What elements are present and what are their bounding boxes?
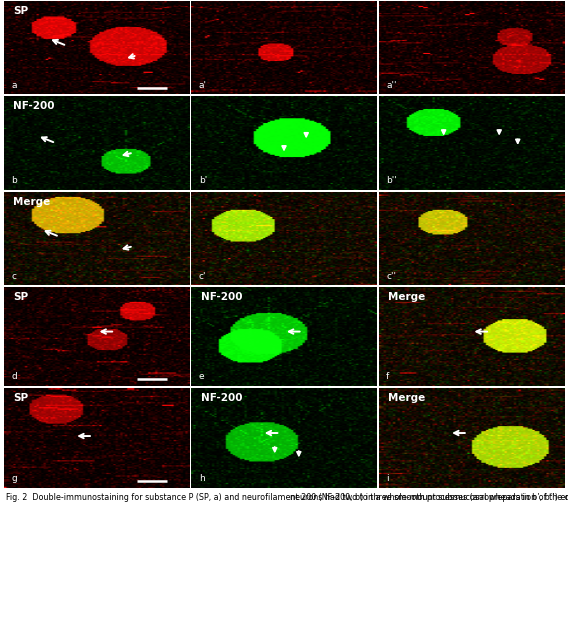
Text: SP: SP	[13, 292, 28, 302]
Text: b: b	[11, 176, 17, 185]
Text: g: g	[11, 474, 17, 484]
Text: NF-200: NF-200	[201, 292, 242, 302]
Text: d: d	[11, 372, 17, 381]
Text: c: c	[11, 272, 16, 281]
Text: c': c'	[199, 272, 206, 281]
Text: i: i	[386, 474, 389, 484]
Text: NF-200: NF-200	[201, 392, 242, 403]
Text: Merge: Merge	[388, 292, 425, 302]
Text: e: e	[199, 372, 204, 381]
Text: f: f	[386, 372, 390, 381]
Text: h: h	[199, 474, 204, 484]
Text: b': b'	[199, 176, 207, 185]
Text: SP: SP	[13, 392, 28, 403]
Text: b'': b''	[386, 176, 397, 185]
Text: Fig. 2  Double-immunostaining for substance P (SP, a) and neurofilament 200 (NF-: Fig. 2 Double-immunostaining for substan…	[6, 493, 568, 501]
Text: a: a	[11, 81, 17, 90]
Text: Merge: Merge	[13, 197, 51, 207]
Text: Merge: Merge	[388, 392, 425, 403]
Text: a'': a''	[386, 81, 397, 90]
Text: NF-200: NF-200	[13, 101, 55, 111]
Text: a': a'	[199, 81, 207, 90]
Text: SP: SP	[13, 6, 28, 16]
Text: c'': c''	[386, 272, 396, 281]
Text: neurons had two to three smooth processes (arrowheads in b’, b’’) emerging from : neurons had two to three smooth processe…	[290, 493, 568, 501]
